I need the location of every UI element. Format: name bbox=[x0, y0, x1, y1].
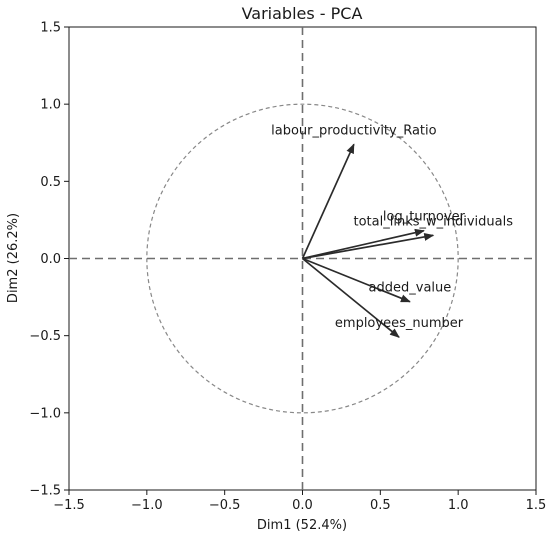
y-tick-label: −0.5 bbox=[29, 329, 61, 344]
x-tick-label: −0.5 bbox=[209, 498, 241, 513]
loading-label: total_links_w_individuals bbox=[354, 214, 514, 229]
x-tick-label: 0.0 bbox=[292, 498, 313, 513]
loading-label: employees_number bbox=[335, 316, 464, 331]
plot-area: −1.5 −1.0 −0.5 0.0 0.5 1.0 1.5 −1.5 −1.0 −0.5 0.0 0… bbox=[29, 21, 546, 514]
x-tick-label: 1.0 bbox=[448, 498, 469, 513]
y-tick-label: 0.0 bbox=[40, 252, 61, 267]
chart-title: Variables - PCA bbox=[242, 4, 363, 23]
loading-label: log_turnover bbox=[383, 210, 466, 225]
y-tick-label: −1.5 bbox=[29, 484, 61, 499]
loading-arrow bbox=[301, 143, 355, 259]
y-tick-label: 1.5 bbox=[40, 21, 61, 36]
loading-arrow bbox=[301, 257, 400, 338]
unit-circle bbox=[146, 103, 459, 414]
y-tick-label: 0.5 bbox=[40, 175, 61, 190]
x-tick-label: −1.0 bbox=[131, 498, 163, 513]
y-tick-label: −1.0 bbox=[29, 406, 61, 421]
x-tick-label: 0.5 bbox=[370, 498, 391, 513]
loading-label: labour_productivity_Ratio bbox=[271, 123, 436, 138]
y-axis-label: Dim2 (26.2%) bbox=[6, 213, 21, 303]
x-tick-label: 1.5 bbox=[526, 498, 547, 513]
x-tick-label: −1.5 bbox=[53, 498, 85, 513]
x-axis-label: Dim1 (52.4%) bbox=[257, 518, 347, 533]
loading-label: added_value bbox=[369, 281, 452, 296]
y-tick-label: 1.0 bbox=[40, 98, 61, 113]
loading-arrow bbox=[302, 257, 411, 303]
loading-arrow bbox=[302, 228, 425, 260]
loading-arrow bbox=[302, 232, 435, 260]
